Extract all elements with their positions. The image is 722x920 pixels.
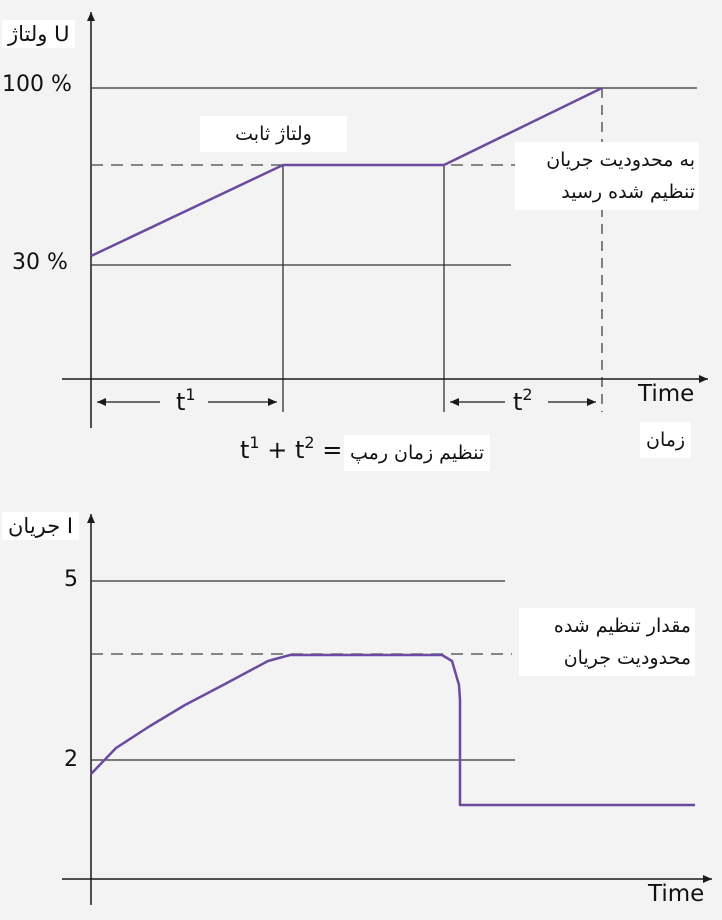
voltage-plot [62, 12, 708, 428]
limit-reached-note: به محدودیت جریان تنظیم شده رسید [515, 142, 699, 210]
constant-voltage-label: ولتاژ ثابت [200, 116, 347, 152]
tick-5: 5 [64, 567, 78, 592]
t2-subscript: 2 [522, 385, 533, 404]
voltage-time-label: Time [638, 381, 695, 407]
voltage-time-label-fa: زمان [640, 422, 692, 458]
current-axis-title: I جریان [2, 512, 80, 540]
current-setting-line-2: محدودیت جریان [563, 647, 691, 669]
t2-label: t2 [513, 385, 533, 416]
current-setting-note: مقدار تنظیم شده محدودیت جریان [519, 608, 695, 676]
sum-equals: = [314, 436, 343, 464]
tick-100-percent: 100 % [2, 72, 72, 97]
ramp-time-setting-label: تنظیم زمان رمپ [344, 435, 491, 471]
sum-plus-t2: + t [259, 436, 305, 464]
current-setting-line-1: مقدار تنظیم شده [553, 615, 691, 637]
t1-symbol: t [176, 388, 186, 416]
ramp-sum-formula: t1 + t2 = [240, 433, 342, 464]
sum-t1: t [240, 436, 250, 464]
sum-t2-sup: 2 [304, 433, 315, 452]
sum-t1-sup: 1 [249, 433, 260, 452]
voltage-curve [90, 86, 603, 258]
limit-reached-line-1: به محدودیت جریان [546, 149, 695, 171]
tick-30-percent: 30 % [12, 250, 68, 275]
limit-reached-line-2: تنظیم شده رسید [561, 181, 695, 203]
tick-2: 2 [64, 747, 78, 772]
voltage-axis-title: U ولتاژ [2, 20, 76, 48]
current-time-label: Time [648, 881, 705, 907]
t1-label: t1 [176, 385, 196, 416]
t1-subscript: 1 [185, 385, 196, 404]
current-plot [62, 514, 712, 905]
current-curve [90, 653, 695, 807]
t2-symbol: t [513, 388, 523, 416]
